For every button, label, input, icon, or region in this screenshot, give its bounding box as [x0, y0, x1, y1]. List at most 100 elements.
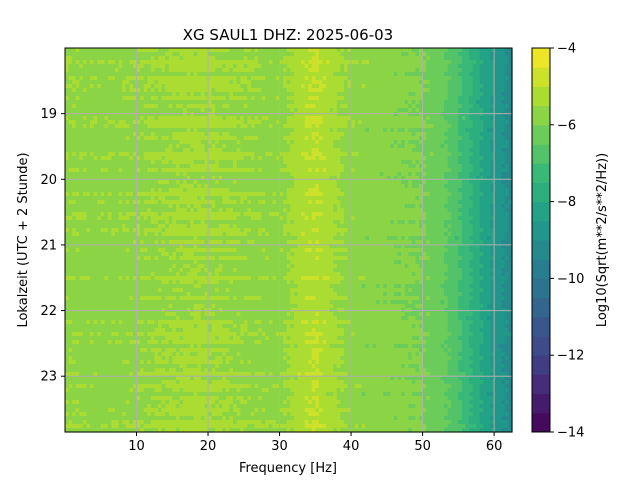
spectrogram-cell — [68, 92, 73, 97]
spectrogram-cell — [72, 64, 77, 69]
spectrogram-cell — [129, 144, 134, 149]
spectrogram-cell — [433, 96, 438, 101]
spectrogram-cell — [100, 52, 105, 57]
spectrogram-cell — [361, 124, 366, 129]
spectrogram-cell — [261, 148, 266, 153]
spectrogram-cell — [111, 112, 116, 117]
spectrogram-cell — [451, 136, 456, 141]
spectrogram-cell — [222, 144, 227, 149]
spectrogram-cell — [340, 160, 345, 165]
spectrogram-cell — [401, 92, 406, 97]
spectrogram-cell — [165, 168, 170, 173]
spectrogram-cell — [204, 80, 209, 85]
spectrogram-cell — [261, 164, 266, 169]
spectrogram-cell — [304, 164, 309, 169]
spectrogram-cell — [143, 100, 148, 105]
spectrogram-cell — [340, 84, 345, 89]
spectrogram-cell — [354, 96, 359, 101]
spectrogram-cell — [143, 84, 148, 89]
spectrogram-cell — [136, 88, 141, 93]
spectrogram-cell — [118, 100, 123, 105]
spectrogram-cell — [165, 124, 170, 129]
spectrogram-cell — [97, 84, 102, 89]
spectrogram-cell — [104, 164, 109, 169]
spectrogram-cell — [122, 132, 127, 137]
spectrogram-cell — [365, 72, 370, 77]
spectrogram-cell — [161, 152, 166, 157]
spectrogram-cell — [157, 76, 163, 81]
spectrogram-cell — [211, 48, 216, 53]
spectrogram-cell — [107, 156, 113, 161]
spectrogram-cell — [301, 56, 306, 61]
spectrogram-cell — [297, 80, 302, 85]
spectrogram-cell — [354, 180, 359, 185]
spectrogram-cell — [268, 64, 274, 69]
spectrogram-cell — [254, 136, 259, 141]
spectrogram-cell — [393, 192, 399, 197]
spectrogram-cell — [75, 168, 80, 173]
spectrogram-cell — [200, 96, 206, 101]
spectrogram-cell — [161, 188, 166, 193]
spectrogram-cell — [222, 104, 227, 109]
spectrogram-cell — [190, 52, 195, 57]
spectrogram-cell — [79, 84, 84, 89]
spectrogram-cell — [290, 148, 295, 153]
spectrogram-cell — [111, 164, 116, 169]
spectrogram-cell — [122, 88, 127, 93]
spectrogram-cell — [290, 144, 295, 149]
spectrogram-cell — [140, 128, 145, 133]
spectrogram-cell — [397, 160, 402, 165]
spectrogram-cell — [426, 60, 431, 65]
spectrogram-cell — [75, 136, 80, 141]
spectrogram-cell — [125, 120, 130, 125]
spectrogram-cell — [404, 92, 409, 97]
spectrogram-cell — [368, 196, 374, 201]
spectrogram-cell — [175, 104, 181, 109]
spectrogram-cell — [451, 156, 456, 161]
spectrogram-cell — [347, 128, 352, 133]
spectrogram-cell — [225, 128, 231, 133]
spectrogram-cell — [343, 52, 349, 57]
spectrogram-cell — [283, 60, 288, 65]
spectrogram-cell — [107, 92, 113, 97]
spectrogram-cell — [436, 148, 442, 153]
spectrogram-cell — [104, 128, 109, 133]
spectrogram-cell — [283, 136, 288, 141]
spectrogram-cell — [329, 116, 334, 121]
spectrogram-cell — [215, 200, 220, 205]
spectrogram-cell — [497, 80, 502, 85]
spectrogram-cell — [140, 52, 145, 57]
spectrogram-cell — [204, 156, 209, 161]
spectrogram-cell — [436, 128, 442, 133]
spectrogram-cell — [247, 200, 252, 205]
spectrogram-cell — [419, 196, 424, 201]
spectrogram-cell — [361, 152, 366, 157]
spectrogram-cell — [472, 68, 477, 73]
spectrogram-cell — [293, 116, 299, 121]
spectrogram-cell — [458, 124, 463, 129]
spectrogram-cell — [208, 164, 213, 169]
spectrogram-cell — [461, 60, 467, 65]
spectrogram-cell — [183, 72, 188, 77]
spectrogram-cell — [183, 68, 188, 73]
spectrogram-cell — [132, 204, 138, 209]
spectrogram-cell — [479, 188, 484, 193]
spectrogram-cell — [311, 148, 316, 153]
spectrogram-cell — [243, 116, 248, 121]
spectrogram-cell — [97, 88, 102, 93]
spectrogram-cell — [161, 128, 166, 133]
spectrogram-cell — [415, 204, 420, 209]
spectrogram-cell — [365, 200, 370, 205]
spectrogram-cell — [472, 172, 477, 177]
spectrogram-cell — [469, 188, 474, 193]
spectrogram-cell — [426, 152, 431, 157]
spectrogram-cell — [179, 76, 184, 81]
spectrogram-cell — [132, 156, 138, 161]
spectrogram-cell — [104, 112, 109, 117]
spectrogram-cell — [308, 104, 313, 109]
spectrogram-cell — [318, 64, 324, 69]
spectrogram-cell — [401, 112, 406, 117]
spectrogram-cell — [347, 96, 352, 101]
spectrogram-cell — [297, 72, 302, 77]
spectrogram-cell — [351, 160, 356, 165]
